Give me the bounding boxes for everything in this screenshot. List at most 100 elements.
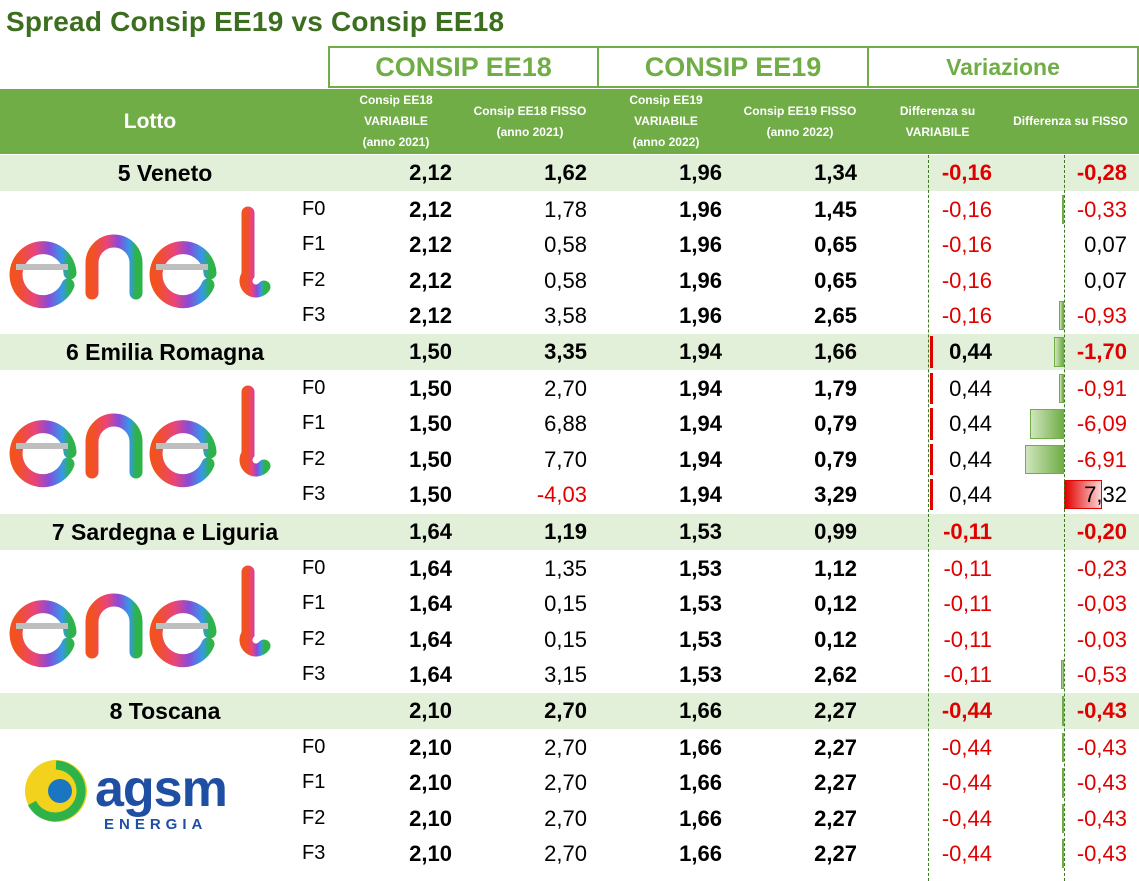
band-value: -0,16 [941, 232, 992, 258]
band-value: 2,27 [814, 840, 857, 866]
band-value: 1,53 [679, 591, 722, 617]
band-value: 1,45 [814, 197, 857, 222]
summary-value: -0,11 [943, 519, 992, 544]
band-label: F2 [302, 268, 326, 291]
band-value: 1,64 [409, 626, 452, 652]
summary-value: -0,20 [1076, 519, 1127, 544]
band-value: 1,94 [679, 376, 722, 401]
band-value: 2,10 [409, 770, 452, 796]
group-header-ee18: CONSIP EE18 [328, 46, 599, 88]
band-value: 0,79 [814, 446, 857, 472]
band-value: 2,27 [814, 770, 857, 796]
summary-value: 1,53 [679, 519, 722, 544]
band-value: -0,43 [1076, 805, 1127, 831]
band-value: 0,44 [949, 411, 992, 437]
summary-value: 2,12 [409, 160, 452, 185]
band-value: 1,50 [409, 481, 452, 507]
diff-fix-databar [1061, 838, 1064, 869]
band-value: 0,07 [1084, 267, 1127, 293]
lotto-name: 7 Sardegna e Liguria [51, 519, 279, 545]
band-label: F3 [302, 662, 326, 685]
band-value: -0,33 [1076, 197, 1127, 222]
band-label: F3 [302, 482, 326, 505]
band-value: 2,27 [814, 735, 857, 760]
logo-agsm [20, 751, 270, 846]
band-label: F2 [302, 806, 326, 829]
diff-fix-databar [1061, 768, 1064, 798]
band-label: F0 [302, 557, 326, 579]
summary-value: -1,70 [1076, 339, 1127, 364]
diff-var-databar [930, 373, 933, 405]
band-value: 1,53 [679, 661, 722, 687]
band-label: F0 [302, 377, 326, 399]
summary-value: 1,96 [679, 160, 722, 185]
band-value: 1,66 [679, 770, 722, 796]
band-value: 1,94 [679, 481, 722, 507]
col-header-lotto: Lotto [123, 110, 177, 133]
summary-value: 1,19 [544, 519, 587, 544]
agsm-logo-icon [25, 760, 87, 822]
band-value: 1,64 [409, 591, 452, 617]
band-value: 0,58 [544, 232, 587, 258]
band-value: 2,70 [544, 770, 587, 796]
band-value: 0,07 [1084, 232, 1127, 258]
col-header-ee19-fix: Consip EE19 FISSO (anno 2022) [743, 103, 857, 139]
band-value: -0,44 [941, 805, 992, 831]
col-header-diff-fix: Differenza su FISSO [1013, 114, 1128, 128]
summary-value: 1,34 [814, 160, 857, 185]
diff-fix-databar [1029, 409, 1064, 439]
summary-value: 2,27 [814, 698, 857, 723]
band-value: -0,93 [1076, 302, 1127, 328]
diff-var-databar [930, 336, 933, 368]
band-value: 0,44 [949, 481, 992, 507]
enel-logo-icon [9, 206, 271, 309]
band-value: 0,58 [544, 267, 587, 293]
summary-value: 1,64 [409, 519, 452, 544]
band-value: 3,15 [544, 661, 587, 687]
lotto-name: 6 Emilia Romagna [65, 339, 265, 365]
band-label: F1 [302, 412, 326, 435]
band-value: 3,29 [814, 481, 857, 507]
band-value: 2,65 [814, 302, 857, 328]
band-label: F1 [302, 233, 326, 256]
group-header-variazione: Variazione [867, 46, 1139, 88]
lotto-name: 8 Toscana [109, 698, 221, 724]
band-value: 1,79 [814, 376, 857, 401]
page-title: Spread Consip EE19 vs Consip EE18 [6, 6, 505, 37]
enel-logo-icon [9, 385, 271, 488]
diff-var-databar [930, 443, 933, 475]
band-value: -0,23 [1076, 556, 1127, 581]
band-value: -0,53 [1076, 661, 1127, 687]
band-value: 2,62 [814, 661, 857, 687]
summary-value: 1,94 [679, 339, 722, 364]
band-value: 7,70 [544, 446, 587, 472]
summary-value: 0,44 [949, 339, 992, 364]
band-value: -0,44 [941, 840, 992, 866]
band-label: F1 [302, 592, 326, 615]
band-value: -0,03 [1076, 591, 1127, 617]
agsm-subtitle: ENERGIA [104, 816, 208, 833]
band-label: F3 [302, 303, 326, 326]
band-label: F3 [302, 841, 326, 864]
diff-var-databar [930, 478, 933, 511]
band-value: -4,03 [536, 481, 587, 507]
summary-value: 2,70 [544, 698, 587, 723]
summary-value: 1,66 [679, 698, 722, 723]
band-value: 1,96 [679, 232, 722, 258]
band-value: 1,50 [409, 411, 452, 437]
band-value: -0,43 [1076, 840, 1127, 866]
band-value: 2,12 [409, 197, 452, 222]
separator-diff-fix [1064, 155, 1065, 881]
band-value: 1,96 [679, 267, 722, 293]
band-value: 1,50 [409, 446, 452, 472]
group-header-ee19: CONSIP EE19 [597, 46, 869, 88]
logo-enel [8, 203, 278, 318]
diff-fix-databar [1025, 444, 1064, 474]
lotto-summary-row [0, 693, 1139, 729]
band-value: 2,12 [409, 302, 452, 328]
band-value: -0,91 [1076, 376, 1127, 401]
lotto-summary-row [0, 155, 1139, 191]
band-value: -0,03 [1076, 626, 1127, 652]
band-value: 0,65 [814, 267, 857, 293]
band-value: 1,64 [409, 556, 452, 581]
